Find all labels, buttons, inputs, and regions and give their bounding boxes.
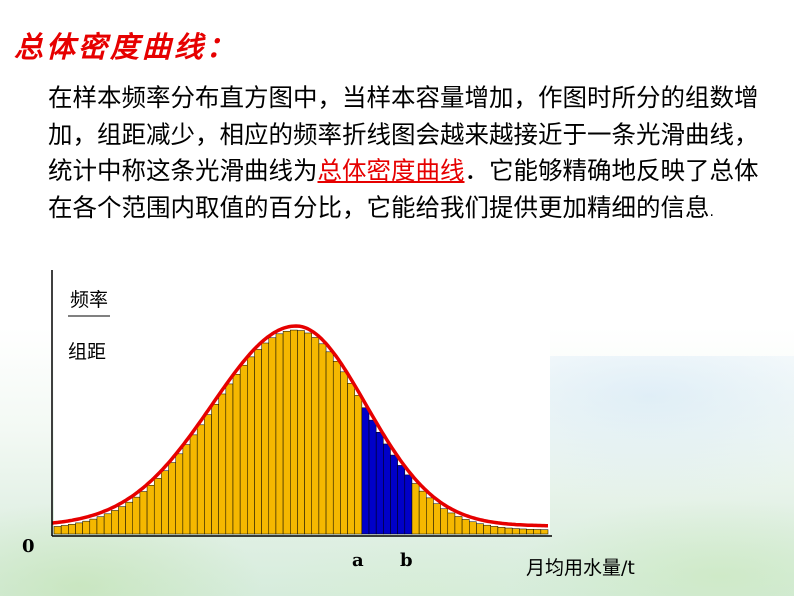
ylabel-bottom: 组距 bbox=[68, 341, 106, 363]
histogram-bar bbox=[118, 506, 126, 535]
histogram-bar bbox=[433, 503, 441, 535]
histogram-bar bbox=[504, 527, 513, 535]
histogram-bar bbox=[526, 529, 534, 535]
density-chart: 频率 组距 0 a b 月均用水量/t bbox=[22, 270, 635, 579]
histogram-bar bbox=[426, 497, 434, 535]
histogram-bar bbox=[476, 523, 484, 535]
ylabel-top: 频率 bbox=[70, 289, 108, 311]
histogram-bar bbox=[325, 351, 334, 535]
histogram-bar bbox=[218, 393, 227, 535]
histogram-bar bbox=[332, 360, 341, 535]
histogram-bar bbox=[282, 330, 291, 535]
histogram-bar bbox=[153, 478, 162, 535]
paragraph-end: . bbox=[709, 203, 714, 220]
histogram-bar bbox=[53, 526, 62, 535]
histogram-bar bbox=[132, 496, 141, 535]
histogram-bar bbox=[519, 528, 527, 535]
histogram-bar bbox=[196, 424, 205, 535]
histogram-bar bbox=[268, 337, 277, 535]
histogram-bar bbox=[82, 520, 91, 535]
histogram-bar bbox=[189, 434, 198, 535]
histogram-bar bbox=[75, 522, 83, 535]
histogram-bar bbox=[383, 443, 391, 535]
histogram-bar bbox=[497, 527, 506, 535]
histogram-bar bbox=[390, 454, 398, 535]
histogram-bars bbox=[53, 329, 549, 535]
histogram-bar bbox=[146, 484, 155, 535]
paragraph-part-1: 在样本频率分布直方图中，当样本容量增加，作图时所分的组数增加，组距减少，相应的频… bbox=[48, 83, 759, 185]
histogram-bar bbox=[161, 470, 169, 535]
histogram-bar bbox=[375, 431, 384, 535]
histogram-bar bbox=[354, 395, 363, 535]
histogram-bar bbox=[239, 364, 248, 535]
histogram-bar bbox=[368, 419, 377, 535]
highlight-term: 总体密度曲线 bbox=[317, 156, 465, 185]
histogram-bar bbox=[540, 529, 549, 535]
histogram-bar bbox=[204, 414, 212, 535]
histogram-bar bbox=[454, 516, 463, 535]
slide-title: 总体密度曲线： bbox=[14, 30, 239, 64]
histogram-bar bbox=[447, 512, 456, 535]
histogram-bar bbox=[89, 518, 98, 535]
marker-b: b bbox=[400, 550, 413, 571]
histogram-bar bbox=[225, 383, 234, 535]
histogram-bar bbox=[511, 528, 520, 535]
histogram-bar bbox=[404, 474, 413, 535]
histogram-bar bbox=[483, 524, 491, 535]
histogram-bar bbox=[490, 526, 499, 535]
histogram-bar bbox=[411, 483, 420, 535]
histogram-bar bbox=[96, 516, 105, 535]
histogram-bar bbox=[347, 383, 355, 535]
marker-a: a bbox=[352, 550, 364, 571]
histogram-bar bbox=[254, 349, 262, 535]
histogram-bar bbox=[139, 491, 148, 535]
density-curve bbox=[51, 324, 548, 528]
histogram-bar bbox=[68, 524, 76, 535]
histogram-bar bbox=[311, 337, 320, 535]
histogram-bar bbox=[290, 329, 298, 535]
histogram-bar bbox=[247, 356, 255, 535]
histogram-bar bbox=[182, 444, 191, 535]
histogram-bar bbox=[297, 330, 305, 535]
histogram-bar bbox=[461, 519, 470, 535]
histogram-bar bbox=[60, 525, 69, 535]
histogram-bar bbox=[318, 343, 327, 535]
histogram-bar bbox=[261, 342, 270, 535]
histogram-bar bbox=[168, 462, 176, 535]
origin-label: 0 bbox=[22, 536, 35, 557]
histogram-bar bbox=[175, 453, 184, 535]
histogram-bar bbox=[533, 529, 542, 535]
paragraph-part-2: ．它能够精确地反映了总体在各个范围内取值的百分比，它能给我们提供更加精细的信息 bbox=[48, 156, 759, 222]
histogram-bar bbox=[103, 513, 112, 535]
histogram-bar bbox=[440, 508, 449, 535]
histogram-bar bbox=[232, 374, 241, 535]
histogram-bar bbox=[469, 521, 477, 535]
histogram-bar bbox=[111, 510, 119, 535]
histogram-bar bbox=[211, 403, 219, 535]
histogram-bar bbox=[340, 371, 348, 535]
histogram-bar bbox=[125, 501, 133, 535]
histogram-bar bbox=[361, 407, 370, 535]
histogram-bar bbox=[397, 465, 406, 535]
histogram-bar bbox=[418, 490, 427, 535]
xlabel: 月均用水量/t bbox=[526, 557, 635, 579]
histogram-bar bbox=[304, 332, 312, 535]
definition-paragraph: 在样本频率分布直方图中，当样本容量增加，作图时所分的组数增加，组距减少，相应的频… bbox=[48, 80, 768, 230]
histogram-bar bbox=[275, 333, 284, 535]
